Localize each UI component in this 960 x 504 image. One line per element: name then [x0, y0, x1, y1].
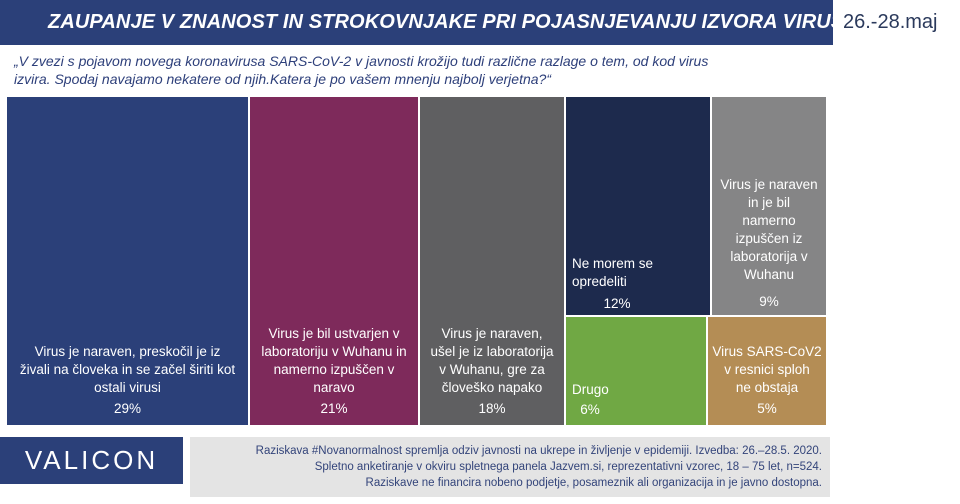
treemap-label-5-line-6: Wuhanu — [744, 267, 794, 282]
survey-question-line-2: izvira. Spodaj navajamo nekatere od njih… — [14, 71, 551, 87]
treemap-label-7-line-2: v resnici sploh — [724, 362, 810, 377]
treemap-value-1: 29% — [114, 401, 141, 416]
treemap-rect-4 — [566, 97, 710, 315]
treemap-tile-5[interactable]: Virus je naraven in je bil namerno izpuščen… — [712, 97, 826, 315]
treemap-value-3: 18% — [478, 401, 505, 416]
treemap-rect-6 — [566, 317, 706, 425]
survey-question: „V zvezi s pojavom novega koronavirusa S… — [14, 52, 774, 88]
treemap-label-1-line-1: Virus je naraven, preskočil je iz — [35, 344, 221, 359]
chart-title: ZAUPANJE V ZNANOST IN STROKOVNJAKE PRI P… — [48, 11, 859, 33]
treemap-label-4-line-1: Ne morem se — [572, 256, 653, 271]
treemap-label-1-line-2: živali na človeka in se začel širiti kot — [20, 362, 236, 377]
treemap-rect-7 — [708, 317, 826, 425]
treemap-label-1-line-3: ostali virusi — [94, 380, 161, 395]
treemap-label-4-line-2: opredeliti — [572, 274, 627, 289]
treemap-value-4: 12% — [603, 296, 630, 311]
treemap-tile-4[interactable]: Ne morem se opredeliti 12% — [566, 97, 710, 315]
footer-note-line-3: Raziskave ne financira nobeno podjetje, … — [365, 477, 822, 489]
treemap-label-5-line-5: laboratorija v — [730, 249, 808, 264]
treemap-value-6: 6% — [580, 402, 600, 417]
treemap-label-3-line-3: v Wuhanu, gre za — [439, 362, 545, 377]
treemap-label-5-line-3: namerno — [742, 213, 795, 228]
treemap-rect-5 — [712, 97, 826, 315]
treemap-label-6-line-1: Drugo — [572, 382, 609, 397]
treemap-label-3-line-1: Virus je naraven, — [441, 326, 542, 341]
treemap-value-7: 5% — [757, 401, 777, 416]
treemap-rect-3 — [420, 97, 564, 425]
treemap-value-5: 9% — [759, 294, 779, 309]
survey-question-line-1: „V zvezi s pojavom novega koronavirusa S… — [14, 53, 709, 69]
treemap-tile-3[interactable]: Virus je naraven, ušel je iz laboratorija… — [420, 97, 564, 425]
treemap-label-5-line-1: Virus je naraven — [720, 177, 817, 192]
treemap-tile-6[interactable]: Drugo 6% — [566, 317, 706, 425]
treemap-label-5-line-4: izpuščen iz — [736, 231, 803, 246]
valicon-logo: VALICON — [0, 437, 183, 484]
treemap-label-2-line-2: laboratoriju v Wuhanu in — [261, 344, 406, 359]
treemap-label-2-line-1: Virus je bil ustvarjen v — [268, 326, 399, 341]
treemap-label-3-line-4: človeško napako — [442, 380, 543, 395]
treemap-label-7-line-3: ne obstaja — [736, 380, 799, 395]
footer-note-line-1: Raziskava #Novanormalnost spremlja odziv… — [255, 445, 822, 457]
logo-text: VALICON — [24, 445, 159, 475]
treemap-label-2-line-4: naravo — [313, 380, 354, 395]
treemap-tile-1[interactable]: Virus je naraven, preskočil je iz živali … — [7, 97, 248, 425]
footer-note: Raziskava #Novanormalnost spremlja odziv… — [190, 437, 830, 497]
title-bar: ZAUPANJE V ZNANOST IN STROKOVNJAKE PRI P… — [0, 0, 859, 45]
treemap-tile-2[interactable]: Virus je bil ustvarjen v laboratoriju v W… — [250, 97, 418, 425]
treemap-label-2-line-3: namerno izpuščen v — [274, 362, 395, 377]
treemap-label-3-line-2: ušel je iz laboratorija — [430, 344, 554, 359]
treemap-rect-2 — [250, 97, 418, 425]
footer-note-line-2: Spletno anketiranje v okviru spletnega p… — [314, 461, 822, 473]
treemap-rect-1 — [7, 97, 248, 425]
treemap-value-2: 21% — [320, 401, 347, 416]
treemap-tile-7[interactable]: Virus SARS-CoV2 v resnici sploh ne obstaja… — [708, 317, 826, 425]
treemap-label-5-line-2: in je bil — [748, 195, 790, 210]
survey-date: 26.-28.maj — [843, 11, 938, 33]
treemap-label-7-line-1: Virus SARS-CoV2 — [712, 344, 821, 359]
